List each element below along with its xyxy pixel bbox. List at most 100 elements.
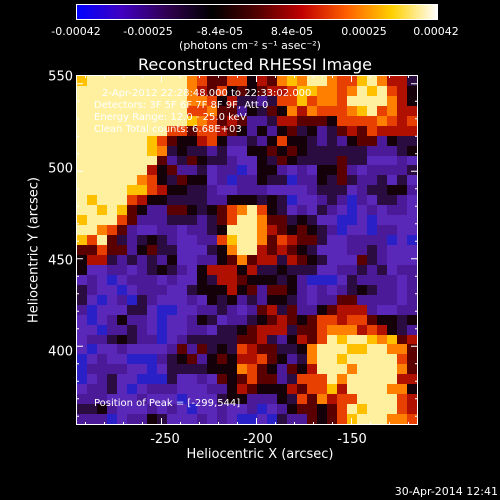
heatmap-cell: [107, 264, 117, 275]
heatmap-cell: [397, 304, 407, 315]
heatmap-cell: [187, 254, 197, 265]
heatmap-cell: [397, 105, 407, 116]
heatmap-cell: [287, 304, 297, 315]
heatmap-cell: [387, 225, 397, 236]
heatmap-cell: [217, 205, 227, 216]
heatmap-cell: [87, 185, 97, 196]
heatmap-cell: [207, 264, 217, 275]
heatmap-cell: [97, 314, 107, 325]
heatmap-cell: [187, 215, 197, 226]
heatmap-cell: [377, 125, 387, 136]
heatmap-cell: [207, 364, 217, 375]
heatmap-cell: [287, 165, 297, 176]
heatmap-cell: [227, 155, 237, 166]
heatmap-cell: [337, 135, 347, 146]
heatmap-cell: [197, 374, 207, 385]
heatmap-cell: [397, 245, 407, 255]
heatmap-cell: [107, 205, 117, 216]
heatmap-cell: [307, 354, 317, 365]
heatmap-cell: [147, 394, 157, 405]
heatmap-cell: [167, 155, 177, 166]
heatmap-cell: [357, 284, 367, 295]
heatmap-cell: [197, 294, 207, 305]
heatmap-cell: [157, 105, 167, 116]
heatmap-cell: [137, 225, 147, 236]
heatmap-cell: [317, 384, 327, 395]
heatmap-cell: [267, 245, 277, 255]
heatmap-cell: [237, 215, 247, 226]
heatmap-cell: [347, 105, 357, 116]
heatmap-cell: [187, 135, 197, 146]
heatmap-cell: [127, 284, 137, 295]
heatmap-cell: [317, 245, 327, 255]
heatmap-cell: [327, 314, 337, 325]
heatmap-cell: [307, 175, 317, 186]
heatmap-cell: [397, 274, 407, 285]
heatmap-cell: [327, 175, 337, 186]
heatmap-cell: [317, 284, 327, 295]
heatmap-cell: [207, 145, 217, 156]
heatmap-cell: [327, 364, 337, 375]
heatmap-cell: [377, 324, 387, 335]
heatmap-cell: [297, 76, 307, 86]
heatmap-cell: [187, 165, 197, 176]
heatmap-cell: [297, 105, 307, 116]
heatmap-cell: [307, 215, 317, 226]
heatmap-cell: [377, 344, 387, 355]
heatmap-cell: [377, 334, 387, 345]
heatmap-cell: [137, 394, 147, 405]
heatmap-cell: [257, 235, 267, 246]
heatmap-cell: [267, 135, 277, 146]
heatmap-cell: [247, 414, 257, 424]
heatmap-cell: [327, 115, 337, 126]
heatmap-cell: [217, 404, 227, 415]
heatmap-cell: [97, 254, 107, 265]
heatmap-cell: [97, 334, 107, 345]
heatmap-cell: [357, 185, 367, 196]
heatmap-cell: [187, 384, 197, 395]
heatmap-cell: [77, 364, 87, 375]
heatmap-cell: [337, 394, 347, 405]
heatmap-cell: [147, 175, 157, 186]
heatmap-cell: [337, 225, 347, 236]
heatmap-cell: [207, 195, 217, 206]
heatmap-cell: [137, 145, 147, 156]
heatmap-cell: [357, 274, 367, 285]
heatmap-cell: [137, 155, 147, 166]
heatmap-cell: [117, 254, 127, 265]
heatmap-cell: [407, 205, 417, 216]
heatmap-cell: [227, 225, 237, 236]
heatmap-cell: [247, 404, 257, 415]
heatmap-cell: [347, 314, 357, 325]
heatmap-cell: [277, 294, 287, 305]
heatmap-cell: [157, 254, 167, 265]
heatmap-cell: [147, 304, 157, 315]
heatmap-cell: [167, 95, 177, 106]
heatmap-cell: [397, 145, 407, 156]
heatmap-cell: [327, 185, 337, 196]
y-tick-label: 450: [48, 253, 73, 269]
heatmap-cell: [77, 85, 87, 96]
heatmap-cell: [237, 185, 247, 196]
heatmap-cell: [117, 165, 127, 176]
heatmap-cell: [257, 314, 267, 325]
heatmap-cell: [357, 145, 367, 156]
heatmap-cell: [287, 185, 297, 196]
heatmap-cell: [337, 254, 347, 265]
heatmap-cell: [177, 145, 187, 156]
heatmap-cell: [177, 185, 187, 196]
heatmap-cell: [367, 235, 377, 246]
heatmap-cell: [247, 384, 257, 395]
heatmap-cell: [207, 125, 217, 136]
heatmap-cell: [357, 334, 367, 345]
heatmap-cell: [197, 215, 207, 226]
heatmap-cell: [407, 185, 417, 196]
heatmap-cell: [177, 245, 187, 255]
heatmap-cell: [247, 364, 257, 375]
heatmap-cell: [337, 235, 347, 246]
heatmap-cell: [397, 165, 407, 176]
heatmap-cell: [237, 135, 247, 146]
heatmap-cell: [167, 274, 177, 285]
heatmap-cell: [277, 384, 287, 395]
heatmap-cell: [337, 354, 347, 365]
